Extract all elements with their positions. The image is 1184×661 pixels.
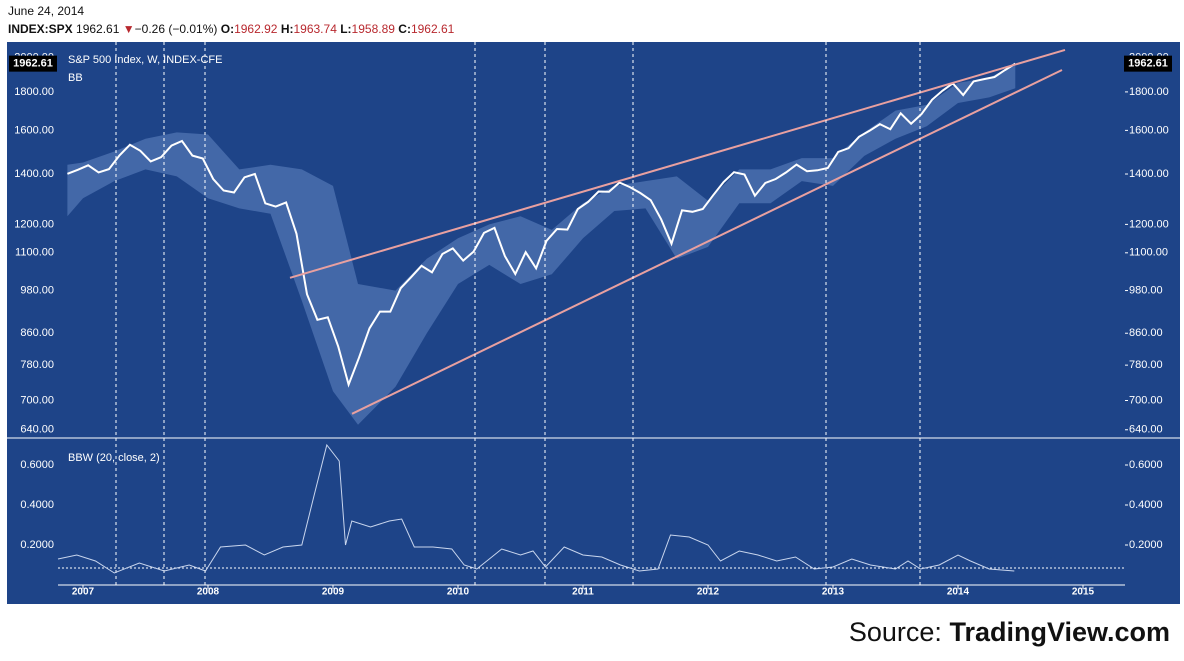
low-label: L:: [340, 22, 352, 36]
high: 1963.74: [293, 22, 337, 36]
y-tick-label: 1200.00: [14, 218, 54, 230]
x-tick-label: 2008: [197, 587, 220, 598]
x-tick-label: 2011: [572, 587, 594, 598]
series-line: [67, 62, 1016, 388]
x-tick-label: 2007: [72, 587, 95, 598]
date: June 24, 2014: [8, 4, 85, 18]
last-price-label: 1962.61: [1128, 58, 1168, 70]
x-tick-label: 2012: [697, 587, 720, 598]
source: Source: TradingView.com: [849, 617, 1170, 648]
y-tick-label: 780.00: [20, 359, 54, 371]
y-tick-label: 1600.00: [14, 124, 54, 136]
trendline: [289, 48, 1066, 279]
y-tick-label: 640.00: [20, 424, 54, 436]
y-tick-label: 1400.00: [14, 168, 54, 180]
y-tick-label: 0.4000: [20, 499, 54, 511]
price: 1962.61: [76, 22, 120, 36]
y-tick-label: 1100.00: [15, 247, 54, 259]
y-tick-label: 700.00: [1129, 394, 1163, 406]
y-tick-label: 0.6000: [1129, 459, 1163, 471]
last-price-box: [1124, 55, 1172, 72]
open: 1962.92: [234, 22, 278, 36]
x-tick-label: 2009: [322, 587, 345, 598]
y-tick-label: 1800.00: [14, 86, 54, 98]
last-price-box: [9, 55, 57, 72]
close-label: C:: [398, 22, 411, 36]
trendline: [351, 69, 1063, 415]
high-label: H:: [280, 22, 294, 36]
open-label: O:: [220, 22, 235, 36]
y-tick-label: 1600.00: [1129, 124, 1169, 136]
quote-row: INDEX:SPX 1962.61 ▼−0.26 (−0.01%) O:1962…: [8, 20, 454, 38]
y-tick-label: 1800.00: [1129, 86, 1169, 98]
y-tick-label: 700.00: [20, 394, 54, 406]
symbol: INDEX:SPX: [8, 22, 73, 36]
y-tick-label: 0.4000: [1129, 499, 1163, 511]
y-tick-label: 1100.00: [1129, 247, 1168, 259]
arrow: ▼: [122, 22, 135, 36]
last-price-label: 1962.61: [13, 58, 53, 70]
y-tick-label: 0.6000: [20, 459, 54, 471]
y-tick-label: 0.2000: [1129, 539, 1163, 551]
y-tick-label: 1200.00: [1129, 218, 1169, 230]
x-tick-label: 2014: [947, 587, 970, 598]
x-tick-label: 2010: [447, 587, 470, 598]
panel-title: S&P 500 Index, W, INDEX-CFE: [68, 54, 222, 66]
close: 1962.61: [410, 22, 455, 36]
header: June 24, 2014 INDEX:SPX 1962.61 ▼−0.26 (…: [8, 2, 454, 38]
x-tick-label: 2015: [1072, 587, 1095, 598]
chart-background: [7, 42, 1180, 604]
source-label: Source:: [848, 617, 942, 647]
series-line: [57, 443, 1015, 574]
y-tick-label: 860.00: [20, 327, 54, 339]
y-tick-label: 980.00: [1129, 284, 1163, 296]
source-name: TradingView.com: [949, 617, 1170, 647]
y-tick-label: 0.2000: [20, 539, 54, 551]
low: 1958.89: [351, 22, 395, 36]
panel-title: BBW (20, close, 2): [68, 452, 160, 464]
y-tick-label: 780.00: [1129, 359, 1163, 371]
y-tick-label: 640.00: [1129, 424, 1163, 436]
indicator-label: BB: [68, 72, 83, 84]
y-tick-label: 860.00: [1129, 327, 1163, 339]
change: −0.26 (−0.01%): [134, 22, 218, 36]
bollinger-band: [67, 64, 1016, 425]
y-tick-label: 1400.00: [1129, 168, 1169, 180]
y-tick-label: 980.00: [20, 284, 54, 296]
x-tick-label: 2013: [822, 587, 845, 598]
